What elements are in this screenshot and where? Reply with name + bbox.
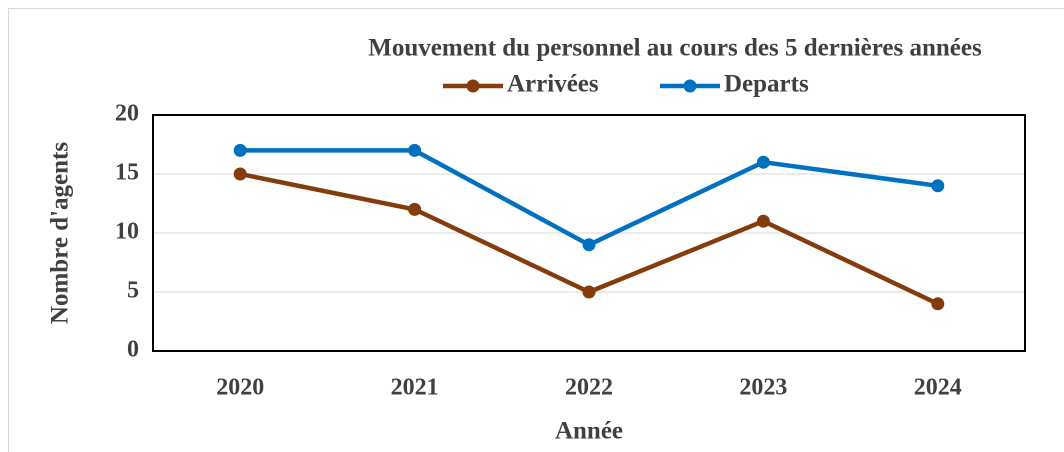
chart-border	[8, 8, 1064, 452]
x-tick-label: 2020	[216, 375, 264, 401]
point	[756, 214, 770, 228]
point	[931, 179, 945, 193]
x-axis-label: Année	[555, 418, 623, 445]
point	[408, 143, 422, 157]
x-tick-label: 2024	[914, 375, 962, 401]
point	[233, 143, 247, 157]
chart-title: Mouvement du personnel au cours des 5 de…	[368, 35, 982, 62]
y-axis-label: Nombre d'agents	[47, 142, 74, 324]
point	[233, 167, 247, 181]
x-tick-label: 2023	[739, 375, 787, 401]
legend-marker	[683, 79, 697, 93]
point	[756, 155, 770, 169]
y-tick-label: 5	[127, 278, 139, 304]
plot-frame	[152, 114, 1026, 352]
x-tick-label: 2021	[391, 375, 439, 401]
y-tick-label: 0	[127, 337, 139, 363]
legend-marker	[466, 79, 480, 93]
y-tick-label: 15	[115, 160, 139, 186]
legend-label: Departs	[724, 71, 809, 98]
point	[582, 285, 596, 299]
y-tick-label: 10	[115, 219, 139, 245]
y-tick-label: 20	[115, 101, 139, 127]
legend-label: Arrivées	[507, 71, 599, 98]
x-tick-label: 2022	[565, 375, 613, 401]
point	[408, 202, 422, 216]
point	[582, 238, 596, 252]
point	[931, 297, 945, 311]
